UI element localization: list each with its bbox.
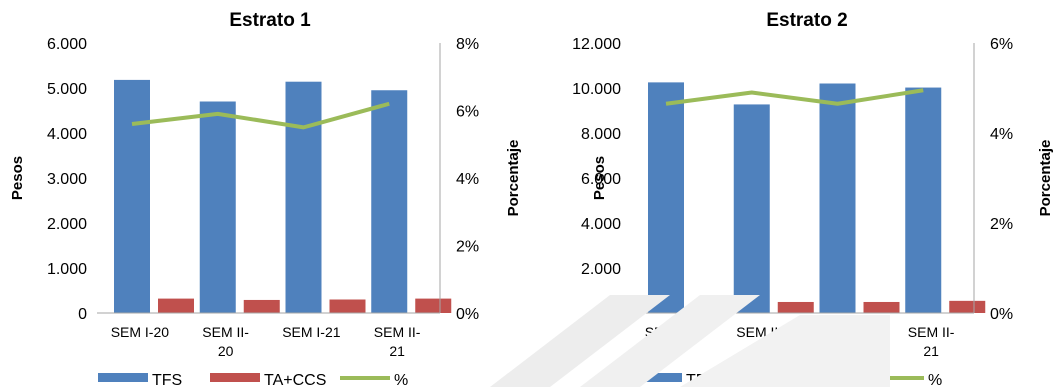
bar-ta-ccs [158, 298, 194, 313]
x-tick-label: 20 [218, 343, 234, 359]
y-tick-label: 2.000 [581, 261, 621, 278]
y2-tick-label: 2% [456, 239, 479, 256]
bar-ta-ccs [243, 299, 280, 313]
y-tick-label: 4.000 [581, 216, 621, 233]
legend-label-pct: % [928, 372, 942, 387]
y-tick-label: 12.000 [572, 36, 621, 53]
legend-label-pct: % [394, 372, 408, 387]
legend-label-tfs: TFS [152, 372, 182, 387]
legend-swatch-ta-ccs [744, 373, 794, 382]
bar-tfs [819, 83, 856, 313]
legend-swatch-tfs [632, 373, 682, 382]
y2-axis-label: Porcentaje [1037, 140, 1054, 217]
legend-label-ta-ccs: TA+CCS [264, 372, 326, 387]
legend-label-ta-ccs: TA+CCS [798, 372, 860, 387]
y2-axis-label: Porcentaje [505, 140, 522, 217]
y-tick-label: 8.000 [581, 126, 621, 143]
x-tick-label: SEM I-20 [111, 324, 170, 340]
bar-tfs [371, 90, 408, 313]
y2-tick-label: 2% [990, 216, 1013, 233]
y-tick-label: 6.000 [47, 36, 87, 53]
x-tick-label: SEM I-21 [282, 324, 341, 340]
y-tick-label: 3.000 [47, 171, 87, 188]
bar-tfs [199, 101, 236, 313]
x-tick-label: SEM I-21 [816, 324, 875, 340]
y2-tick-label: 6% [456, 104, 479, 121]
y2-tick-label: 6% [990, 36, 1013, 53]
bar-ta-ccs [329, 299, 366, 313]
y2-tick-label: 0% [990, 306, 1013, 323]
bar-ta-ccs [949, 300, 986, 313]
y-tick-label: 6.000 [581, 171, 621, 188]
y-tick-label: 0 [78, 306, 87, 323]
chart-title: Estrato 2 [766, 10, 847, 31]
bar-tfs [905, 87, 942, 313]
y-tick-label: 1.000 [47, 261, 87, 278]
y-tick-label: 0 [612, 306, 621, 323]
y2-tick-label: 8% [456, 36, 479, 53]
x-tick-label: 20 [752, 343, 768, 359]
x-tick-label: 21 [389, 343, 405, 359]
line-pct [665, 88, 924, 106]
bar-ta-ccs [692, 301, 728, 313]
y2-tick-label: 4% [456, 171, 479, 188]
bar-ta-ccs [415, 298, 452, 313]
bar-tfs [114, 79, 150, 314]
chart-title: Estrato 1 [229, 10, 311, 31]
x-tick-label: 21 [923, 343, 939, 359]
x-tick-label: SEM II- [908, 324, 955, 340]
bar-tfs [648, 82, 684, 313]
y2-tick-label: 0% [456, 306, 479, 323]
x-tick-label: SEM I-20 [645, 324, 704, 340]
y-tick-label: 5.000 [47, 81, 87, 98]
y-tick-label: 2.000 [47, 216, 87, 233]
y-tick-label: 10.000 [572, 81, 621, 98]
x-tick-label: SEM II- [202, 324, 249, 340]
x-tick-label: SEM II- [374, 324, 421, 340]
legend-label-tfs: TFS [686, 372, 716, 387]
bar-tfs [733, 104, 770, 313]
y-tick-label: 4.000 [47, 126, 87, 143]
y2-tick-label: 4% [990, 126, 1013, 143]
bar-ta-ccs [777, 301, 814, 313]
legend-swatch-ta-ccs [210, 373, 260, 382]
y-axis-label: Pesos [9, 156, 26, 200]
line-pct [131, 101, 390, 130]
bar-ta-ccs [863, 301, 900, 313]
bar-tfs [285, 81, 322, 313]
x-tick-label: SEM II- [736, 324, 783, 340]
legend-swatch-tfs [98, 373, 148, 382]
y-axis-label: Pesos [591, 156, 608, 200]
